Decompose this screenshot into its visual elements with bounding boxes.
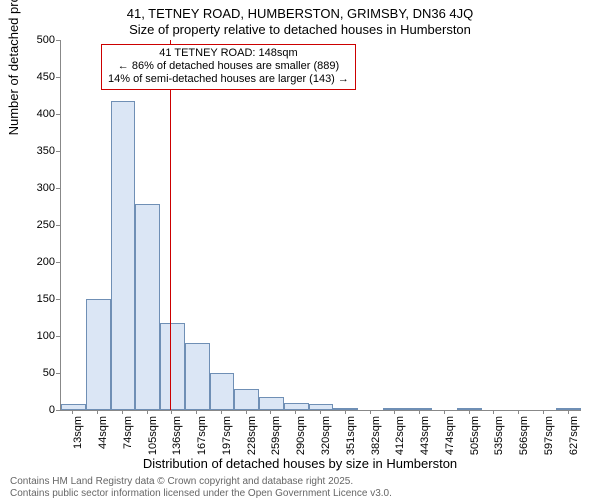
annotation-line3: 14% of semi-detached houses are larger (… xyxy=(108,73,349,86)
histogram-bar xyxy=(284,403,309,410)
x-tick-mark xyxy=(122,410,123,414)
footer-line1: Contains HM Land Registry data © Crown c… xyxy=(10,476,353,487)
x-tick-label: 197sqm xyxy=(221,416,233,456)
y-tick-label: 150 xyxy=(15,293,55,305)
x-tick-label: 105sqm xyxy=(147,416,159,456)
x-tick-label: 351sqm xyxy=(345,416,357,456)
y-tick-label: 450 xyxy=(15,71,55,83)
x-tick-label: 505sqm xyxy=(469,416,481,456)
histogram-bar xyxy=(259,397,284,410)
plot-area: 41 TETNEY ROAD: 148sqm ← 86% of detached… xyxy=(60,40,581,411)
chart-title-line1: 41, TETNEY ROAD, HUMBERSTON, GRIMSBY, DN… xyxy=(0,6,600,21)
x-tick-mark xyxy=(221,410,222,414)
x-tick-mark xyxy=(419,410,420,414)
histogram-bar xyxy=(234,389,259,410)
y-tick-label: 100 xyxy=(15,330,55,342)
histogram-bar xyxy=(135,204,160,410)
x-tick-label: 566sqm xyxy=(518,416,530,456)
histogram-bar xyxy=(185,343,210,410)
x-tick-mark xyxy=(370,410,371,414)
y-tick-label: 400 xyxy=(15,108,55,120)
x-tick-label: 13sqm xyxy=(72,416,84,456)
x-tick-label: 627sqm xyxy=(568,416,580,456)
y-tick-label: 350 xyxy=(15,145,55,157)
x-tick-label: 136sqm xyxy=(171,416,183,456)
annotation-line1: 41 TETNEY ROAD: 148sqm xyxy=(108,47,349,60)
x-tick-label: 412sqm xyxy=(394,416,406,456)
x-tick-mark xyxy=(469,410,470,414)
annotation-line2: ← 86% of detached houses are smaller (88… xyxy=(108,60,349,73)
x-tick-mark xyxy=(72,410,73,414)
annotation-box: 41 TETNEY ROAD: 148sqm ← 86% of detached… xyxy=(101,44,356,90)
x-tick-mark xyxy=(97,410,98,414)
x-tick-mark xyxy=(246,410,247,414)
x-tick-mark xyxy=(196,410,197,414)
x-tick-mark xyxy=(147,410,148,414)
x-tick-label: 290sqm xyxy=(295,416,307,456)
y-tick-label: 300 xyxy=(15,182,55,194)
x-tick-label: 320sqm xyxy=(320,416,332,456)
x-tick-mark xyxy=(320,410,321,414)
histogram-bar xyxy=(556,408,581,410)
x-tick-label: 443sqm xyxy=(419,416,431,456)
x-tick-mark xyxy=(345,410,346,414)
histogram-bar xyxy=(457,408,482,410)
x-tick-label: 167sqm xyxy=(196,416,208,456)
histogram-bar xyxy=(160,323,185,410)
footer-line2: Contains public sector information licen… xyxy=(10,488,392,499)
x-tick-label: 474sqm xyxy=(444,416,456,456)
y-tick-label: 250 xyxy=(15,219,55,231)
x-tick-mark xyxy=(171,410,172,414)
x-tick-label: 44sqm xyxy=(97,416,109,456)
histogram-bar xyxy=(333,408,358,410)
x-tick-mark xyxy=(568,410,569,414)
chart-container: 41, TETNEY ROAD, HUMBERSTON, GRIMSBY, DN… xyxy=(0,0,600,500)
x-axis-label: Distribution of detached houses by size … xyxy=(0,456,600,471)
y-tick-label: 200 xyxy=(15,256,55,268)
x-tick-label: 597sqm xyxy=(543,416,555,456)
x-tick-label: 259sqm xyxy=(270,416,282,456)
histogram-bar xyxy=(61,404,86,410)
x-tick-mark xyxy=(493,410,494,414)
x-tick-mark xyxy=(518,410,519,414)
x-tick-label: 382sqm xyxy=(370,416,382,456)
x-tick-mark xyxy=(394,410,395,414)
x-tick-label: 74sqm xyxy=(122,416,134,456)
y-tick-label: 0 xyxy=(15,404,55,416)
reference-line xyxy=(170,40,171,410)
x-tick-mark xyxy=(295,410,296,414)
histogram-bar xyxy=(210,373,235,410)
y-tick-label: 50 xyxy=(15,367,55,379)
chart-title-line2: Size of property relative to detached ho… xyxy=(0,22,600,37)
y-tick-label: 500 xyxy=(15,34,55,46)
x-tick-mark xyxy=(444,410,445,414)
x-tick-label: 535sqm xyxy=(493,416,505,456)
x-tick-label: 228sqm xyxy=(246,416,258,456)
histogram-bar xyxy=(86,299,111,410)
x-tick-mark xyxy=(270,410,271,414)
histogram-bar xyxy=(111,101,136,410)
x-tick-mark xyxy=(543,410,544,414)
